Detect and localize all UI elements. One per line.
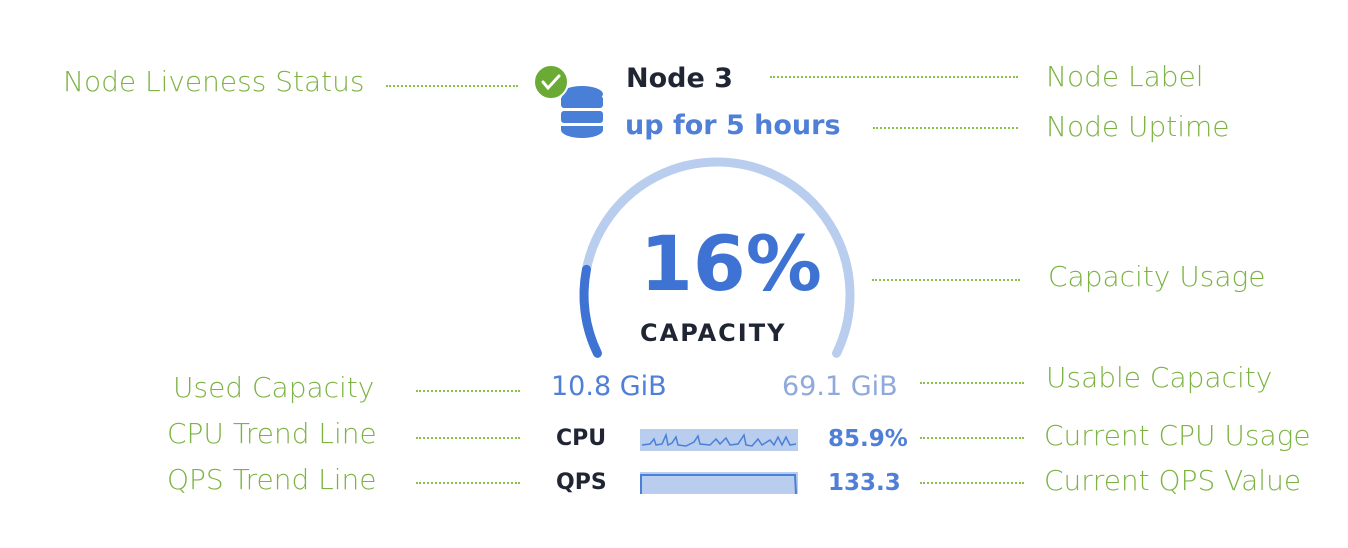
annotation-used-capacity: Used Capacity bbox=[173, 371, 375, 404]
node-label: Node 3 bbox=[626, 63, 733, 94]
leader-line bbox=[416, 390, 520, 392]
node-uptime: up for 5 hours bbox=[625, 110, 841, 141]
annotation-qps-current: Current QPS Value bbox=[1044, 464, 1302, 497]
capacity-percent: 16% bbox=[640, 219, 822, 308]
capacity-gauge bbox=[579, 157, 855, 358]
annotation-capacity-usage: Capacity Usage bbox=[1048, 260, 1266, 293]
annotation-uptime: Node Uptime bbox=[1046, 110, 1230, 143]
check-circle-icon bbox=[533, 64, 569, 100]
cpu-trend-line bbox=[640, 429, 798, 451]
leader-line bbox=[873, 127, 1018, 129]
usable-capacity: 69.1 GiB bbox=[782, 371, 898, 402]
qps-label: QPS bbox=[556, 470, 607, 495]
leader-line bbox=[770, 76, 1018, 78]
leader-line bbox=[920, 482, 1024, 484]
gauge-fill bbox=[579, 264, 602, 358]
annotation-label: Node Label bbox=[1046, 60, 1204, 93]
annotation-cpu-current: Current CPU Usage bbox=[1044, 419, 1311, 452]
annotation-usable-capacity: Usable Capacity bbox=[1046, 361, 1273, 394]
qps-current-value: 133.3 bbox=[828, 470, 901, 496]
database-icon bbox=[561, 86, 603, 138]
cpu-label: CPU bbox=[556, 426, 607, 451]
leader-line bbox=[872, 279, 1020, 281]
leader-line bbox=[416, 437, 520, 439]
cpu-current-value: 85.9% bbox=[828, 426, 908, 452]
annotation-qps-trend: QPS Trend Line bbox=[167, 463, 377, 496]
leader-line bbox=[416, 482, 520, 484]
qps-trend-line bbox=[640, 472, 798, 495]
leader-line bbox=[920, 437, 1024, 439]
annotation-liveness: Node Liveness Status bbox=[63, 65, 365, 98]
used-capacity: 10.8 GiB bbox=[551, 371, 667, 402]
leader-line bbox=[920, 382, 1024, 384]
capacity-label: CAPACITY bbox=[640, 319, 787, 347]
annotation-cpu-trend: CPU Trend Line bbox=[167, 417, 377, 450]
leader-line bbox=[386, 85, 518, 87]
